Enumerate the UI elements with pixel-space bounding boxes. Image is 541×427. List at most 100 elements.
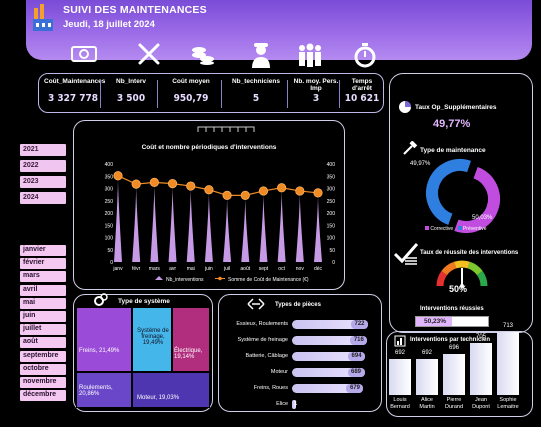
month-slicer-6[interactable]: juillet xyxy=(20,324,66,336)
kpi-label-4: Nb. moy. Pers. Imp xyxy=(293,78,339,92)
x-tick-label: nov xyxy=(296,266,305,272)
interventions-bar xyxy=(150,182,159,262)
interventions-bar xyxy=(277,187,286,262)
parts-bar xyxy=(292,352,366,361)
x-tick-label: avr xyxy=(169,266,176,272)
y-tick-left: 400 xyxy=(105,162,114,168)
technician-name: Sophie Lemaitre xyxy=(497,397,519,410)
technician-name: Alice Martin xyxy=(419,397,435,410)
month-slicer-3[interactable]: avril xyxy=(20,284,66,296)
technician-name: Jean Dupont xyxy=(472,397,490,410)
parts-value: 716 xyxy=(350,336,368,345)
donut-legend: Corrective Préventive xyxy=(425,226,487,232)
treemap-systeme-freinage: Système de freinage, 19,49% xyxy=(132,307,172,372)
cost-point xyxy=(186,181,196,191)
factory-icon xyxy=(32,2,54,32)
cost-point xyxy=(313,188,323,198)
interventions-bar xyxy=(204,189,213,262)
month-slicer-5[interactable]: juin xyxy=(20,311,66,322)
year-slicer-2021[interactable]: 2021 xyxy=(20,144,66,156)
y-tick-left: 100 xyxy=(105,236,114,242)
parts-label: Batterie, Câblage xyxy=(245,353,289,359)
y-tick-left: 50 xyxy=(107,248,113,254)
success-bar-fill xyxy=(416,317,453,326)
month-slicer-0[interactable]: janvier xyxy=(20,245,66,256)
monthly-chart-title: Coût et nombre périodiques d'interventio… xyxy=(141,144,277,151)
maintenance-type-donut xyxy=(426,159,500,233)
month-slicer-11[interactable]: décembre xyxy=(20,390,66,402)
y-tick-right: 400 xyxy=(327,162,336,168)
kpi-label-5: Temps d'arrêt xyxy=(351,78,373,92)
legend-bar-swatch xyxy=(155,276,163,280)
y-tick-left: 300 xyxy=(105,187,114,193)
month-slicer-9[interactable]: octobre xyxy=(20,363,66,375)
technician-bar xyxy=(416,359,438,395)
cost-point xyxy=(149,177,159,187)
year-slicer-2024[interactable]: 2024 xyxy=(20,192,66,204)
parts-value: 722 xyxy=(351,320,368,329)
month-slicer-10[interactable]: novembre xyxy=(20,377,66,388)
x-tick-label: mai xyxy=(187,266,195,272)
month-slicer-7[interactable]: août xyxy=(20,337,66,349)
x-tick-label: juil xyxy=(223,266,230,272)
report-date: Jeudi, 18 juillet 2024 xyxy=(63,19,155,30)
month-slicer-4[interactable]: mai xyxy=(20,297,66,309)
technician-icon xyxy=(250,42,272,73)
x-tick-label: oct xyxy=(278,266,285,272)
treemap-electrique: Électrique, 19,14% xyxy=(172,307,210,372)
parts-value: 679 xyxy=(346,384,364,393)
interventions-bar xyxy=(259,190,268,262)
legend-line-dot xyxy=(218,276,222,281)
cost-line xyxy=(117,175,319,196)
kpi-value-0: 3 327 778 xyxy=(47,93,99,104)
technician-name: Louis Bernard xyxy=(390,397,410,410)
parts-label: Elice xyxy=(276,401,288,407)
technician-bar xyxy=(389,359,411,395)
kpi-label-3: Nb_techniciens xyxy=(231,78,281,85)
month-slicer-8[interactable]: septembre xyxy=(20,350,66,362)
coins-icon xyxy=(190,44,216,71)
kpi-divider xyxy=(339,80,340,108)
technician-value: 705 xyxy=(475,333,486,340)
page-title: SUIVI DES MAINTENANCES xyxy=(63,4,207,16)
tools-icon xyxy=(137,42,161,71)
cash-icon xyxy=(70,44,98,69)
interventions-bar xyxy=(168,183,177,262)
month-slicer-2[interactable]: mars xyxy=(20,271,66,283)
y-tick-right: 100 xyxy=(327,236,336,242)
y-tick-right: 0 xyxy=(332,260,335,266)
kpi-value-1: 3 500 xyxy=(116,93,146,104)
x-tick-label: août xyxy=(240,266,250,272)
gauge-title: Taux de réussite des interventions xyxy=(420,250,519,256)
legend-cost: Somme de Coût de Maintenance (€) xyxy=(228,277,309,283)
treemap-freins: Freins, 21,49% xyxy=(76,307,132,372)
year-slicer-2022[interactable]: 2022 xyxy=(20,160,66,172)
success-title: Interventions réussies xyxy=(420,306,484,312)
parts-bar xyxy=(292,336,368,345)
month-slicer-1[interactable]: février xyxy=(20,258,66,270)
y-tick-right: 150 xyxy=(327,223,336,229)
kpi-divider xyxy=(157,80,158,108)
interventions-bar xyxy=(314,192,322,262)
kpi-strip xyxy=(38,73,384,113)
donut-corrective-slice xyxy=(454,167,500,233)
y-tick-left: 150 xyxy=(105,223,114,229)
x-tick-label: févr xyxy=(132,266,141,272)
y-tick-left: 350 xyxy=(105,174,114,180)
parts-bar xyxy=(292,400,296,409)
system-type-title: Type de système xyxy=(118,298,170,305)
legend-interventions: Nb_interventions xyxy=(166,277,204,283)
parts-bar xyxy=(292,384,364,393)
technician-value: 713 xyxy=(502,323,513,330)
monthly-chart-panel xyxy=(73,120,345,290)
parts-label: Essieux, Roulements xyxy=(236,321,288,327)
pie-chart-icon xyxy=(398,100,412,119)
monthly-chart: 0 0 50 50 100 100 150 150 200 200 250 250 300 300 350 3… xyxy=(105,162,336,283)
parts-label: Moteur xyxy=(270,369,288,375)
cost-point xyxy=(131,179,141,189)
year-slicer-2023[interactable]: 2023 xyxy=(20,176,66,188)
gauge-segment xyxy=(441,261,457,276)
parts-label: Freins, Roues xyxy=(253,385,288,391)
interventions-bar xyxy=(223,195,232,262)
kpi-value-5: 10 621 xyxy=(344,93,380,104)
